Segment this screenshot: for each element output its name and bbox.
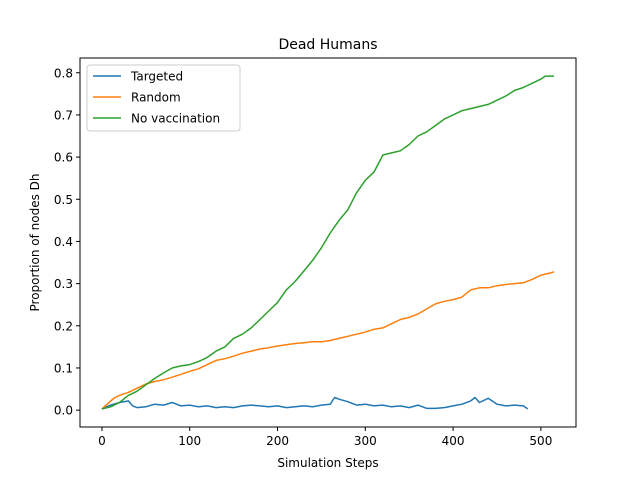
y-tick-label: 0.4 xyxy=(54,235,73,249)
y-axis: 0.0 0.1 0.2 0.3 0.4 0.5 0.6 0.7 0.8 xyxy=(54,66,80,418)
x-tick-label: 100 xyxy=(178,434,201,448)
y-tick-label: 0.7 xyxy=(54,108,73,122)
legend-label: Random xyxy=(131,91,181,105)
series-line-random xyxy=(101,271,555,410)
axes-frame xyxy=(79,57,577,428)
x-tick-label: 300 xyxy=(354,434,377,448)
y-tick-label: 0.2 xyxy=(54,319,73,333)
y-axis-label: Proportion of nodes Dh xyxy=(28,174,42,312)
legend: Targeted Random No vaccination xyxy=(86,64,241,132)
legend-label: No vaccination xyxy=(131,112,220,126)
plot-area xyxy=(101,75,555,410)
y-tick-label: 0.0 xyxy=(54,404,73,418)
legend-box xyxy=(86,64,241,132)
legend-label: Targeted xyxy=(130,70,183,84)
y-tick-label: 0.1 xyxy=(54,361,73,375)
chart-title: Dead Humans xyxy=(278,37,377,53)
series-line-targeted xyxy=(101,396,529,410)
x-tick-label: 200 xyxy=(266,434,289,448)
y-tick-label: 0.8 xyxy=(54,66,73,80)
series-line-no-vaccination xyxy=(101,75,555,410)
x-tick-label: 500 xyxy=(529,434,552,448)
x-axis: 0 100 200 300 400 500 xyxy=(98,427,552,448)
x-tick-label: 400 xyxy=(442,434,465,448)
x-axis-label: Simulation Steps xyxy=(277,456,378,470)
x-tick-label: 0 xyxy=(98,434,106,448)
y-tick-label: 0.5 xyxy=(54,193,73,207)
y-tick-label: 0.3 xyxy=(54,277,73,291)
y-tick-label: 0.6 xyxy=(54,151,73,165)
